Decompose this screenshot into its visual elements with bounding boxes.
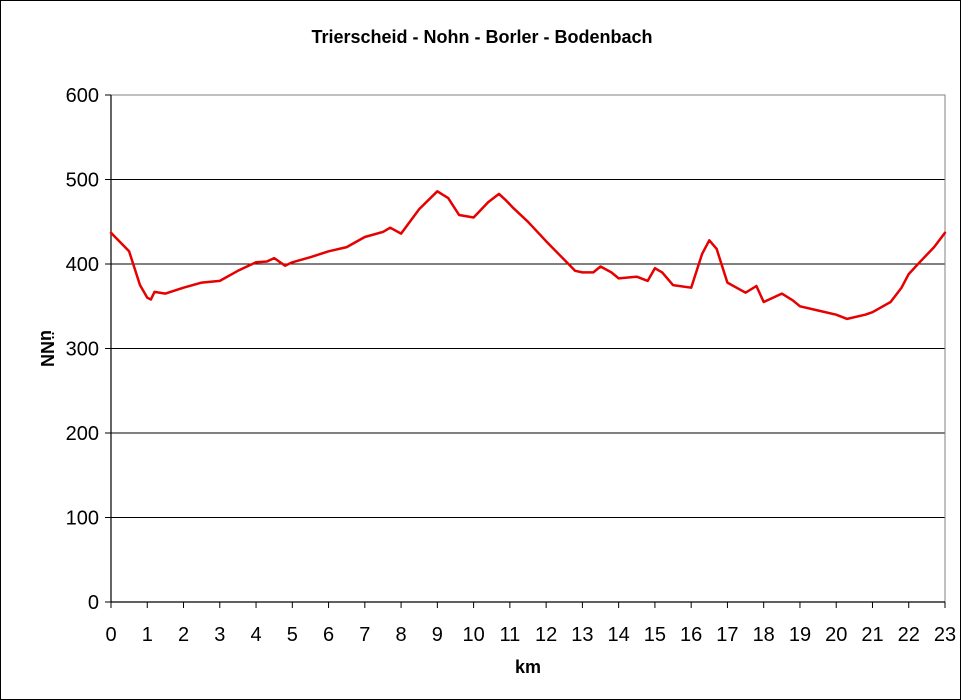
x-axis-label: km (515, 657, 541, 677)
x-tick-label: 0 (105, 624, 116, 646)
x-tick-label: 22 (898, 624, 920, 646)
x-tick-label: 21 (861, 624, 883, 646)
x-tick-label: 10 (462, 624, 484, 646)
y-tick-label: 500 (66, 170, 99, 192)
chart-title: Trierscheid - Nohn - Borler - Bodenbach (311, 27, 652, 47)
x-tick-label: 16 (680, 624, 702, 646)
x-tick-label: 15 (644, 624, 666, 646)
x-tick-label: 7 (359, 624, 370, 646)
series-line-0 (109, 190, 947, 321)
y-tick-label: 600 (66, 85, 99, 107)
x-tick-label: 1 (142, 624, 153, 646)
x-tick-label: 9 (432, 624, 443, 646)
x-tick-label: 3 (214, 624, 225, 646)
grid-lines (111, 94, 945, 518)
y-tick-label: 400 (66, 254, 99, 276)
x-tick-label: 20 (825, 624, 847, 646)
y-tick-label: 100 (66, 508, 99, 530)
x-tick-label: 17 (716, 624, 738, 646)
x-tick-label: 19 (789, 624, 811, 646)
y-tick-label: 200 (66, 423, 99, 445)
x-tick-label: 5 (287, 624, 298, 646)
y-axis-label: üNN (37, 330, 57, 367)
x-tick-labels: 0 1 2 3 4 5 6 7 8 9 10 11 12 13 14 15 16 17 18 19 20 21 22 23 (105, 602, 956, 646)
y-tick-labels: 0 100 200 300 400 500 600 (66, 85, 111, 614)
series-layer (109, 190, 947, 321)
x-tick-label: 4 (250, 624, 261, 646)
y-tick-label: 300 (66, 339, 99, 361)
x-tick-label: 14 (608, 624, 630, 646)
x-tick-label: 23 (934, 624, 956, 646)
x-tick-label: 11 (499, 624, 520, 646)
x-tick-label: 6 (323, 624, 334, 646)
x-tick-label: 13 (571, 624, 593, 646)
x-tick-label: 12 (535, 624, 557, 646)
x-tick-label: 18 (753, 624, 775, 646)
x-tick-label: 2 (178, 624, 189, 646)
x-tick-label: 8 (396, 624, 407, 646)
y-tick-label: 0 (88, 592, 99, 614)
